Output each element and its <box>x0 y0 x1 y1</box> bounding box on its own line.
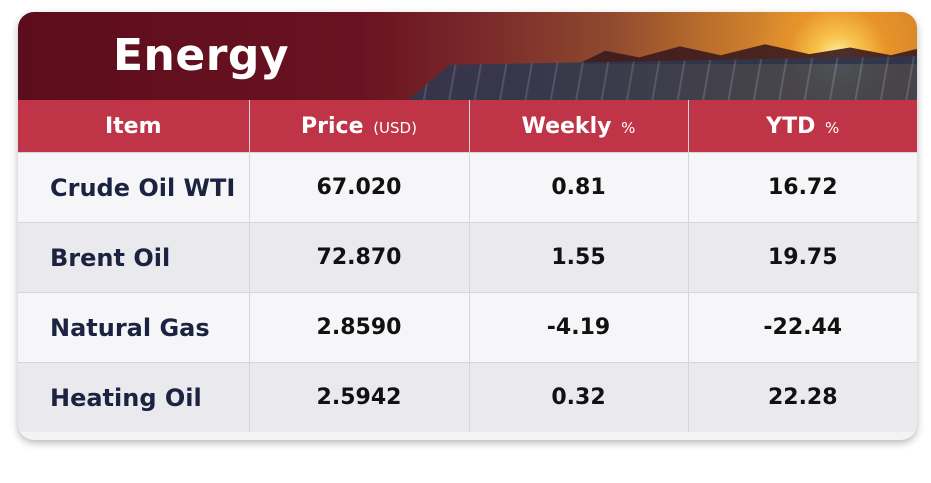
price-cell: 2.8590 <box>249 292 470 363</box>
ytd-cell: 19.75 <box>688 222 917 293</box>
weekly-cell: -4.19 <box>469 292 689 363</box>
weekly-cell: 0.32 <box>469 362 689 432</box>
price-cell: 72.870 <box>249 222 470 293</box>
ytd-cell: 16.72 <box>688 152 917 223</box>
item-cell: Crude Oil WTI <box>18 152 250 223</box>
weekly-cell: 0.81 <box>469 152 689 223</box>
card-title: Energy <box>113 30 290 81</box>
energy-card: Energy Item Price (USD) Weekly % YTD % C… <box>18 12 917 440</box>
header-price-unit: (USD) <box>373 118 417 137</box>
header-ytd-unit: % <box>825 118 840 137</box>
table-row: Heating Oil 2.5942 0.32 22.28 <box>18 362 917 432</box>
solar-panels-image <box>408 56 917 100</box>
header-row: Item Price (USD) Weekly % YTD % <box>18 100 917 153</box>
weekly-cell: 1.55 <box>469 222 689 293</box>
table-row: Brent Oil 72.870 1.55 19.75 <box>18 222 917 293</box>
header-ytd: YTD % <box>688 100 917 153</box>
ytd-cell: 22.28 <box>688 362 917 432</box>
ytd-cell: -22.44 <box>688 292 917 363</box>
item-cell: Brent Oil <box>18 222 250 293</box>
price-cell: 67.020 <box>249 152 470 223</box>
price-cell: 2.5942 <box>249 362 470 432</box>
banner: Energy <box>18 12 917 100</box>
energy-table: Item Price (USD) Weekly % YTD % Crude Oi… <box>18 100 917 432</box>
table-row: Natural Gas 2.8590 -4.19 -22.44 <box>18 292 917 363</box>
item-cell: Heating Oil <box>18 362 250 432</box>
header-weekly: Weekly % <box>469 100 689 153</box>
header-price: Price (USD) <box>249 100 470 153</box>
header-item: Item <box>18 100 250 153</box>
header-weekly-unit: % <box>621 118 636 137</box>
item-cell: Natural Gas <box>18 292 250 363</box>
table-row: Crude Oil WTI 67.020 0.81 16.72 <box>18 152 917 223</box>
